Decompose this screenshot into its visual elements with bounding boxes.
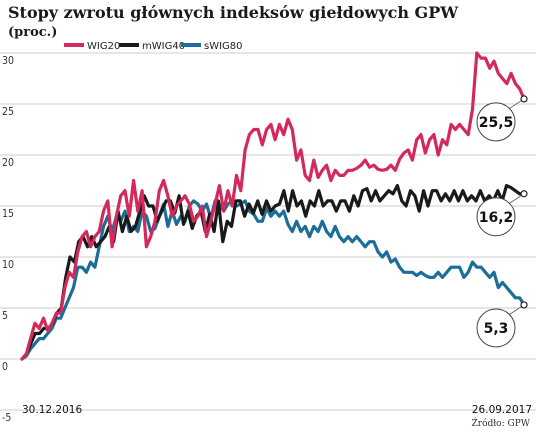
y-tick-label: 0 [2, 361, 8, 373]
legend-label-swig80: sWIG80 [204, 41, 243, 52]
y-tick-label: 10 [2, 259, 14, 271]
legend-label-wig20: WIG20 [87, 41, 120, 52]
series-lines [20, 51, 526, 361]
end-value-label: 16,2 [479, 210, 514, 226]
x-start-label: 30.12.2016 [22, 404, 82, 416]
y-tick-label: 15 [2, 208, 14, 220]
callout-circle [476, 102, 516, 142]
y-tick-label: 25 [2, 106, 14, 118]
y-axis-ticks: -5 0 5 10 15 20 25 30 [2, 55, 14, 424]
y-tick-label: -5 [2, 412, 11, 424]
y-tick-label: 5 [2, 310, 8, 322]
end-markers: 25,5 16,2 5,3 [476, 95, 528, 348]
source-note: Źródło: GPW [472, 417, 531, 429]
series-line-wig20 [20, 51, 526, 361]
x-end-label: 26.09.2017 [472, 404, 532, 416]
callout-circle [476, 308, 516, 348]
end-value-label: 5,3 [484, 321, 509, 337]
callout-circle [476, 197, 516, 237]
series-line-mwig40 [20, 184, 526, 361]
y-tick-label: 20 [2, 157, 14, 169]
legend: WIG20 mWIG40 sWIG80 [64, 41, 243, 52]
chart-subtitle: (proc.) [8, 25, 57, 40]
legend-label-mwig40: mWIG40 [142, 41, 185, 52]
series-line-swig80 [20, 199, 526, 361]
end-point [520, 190, 528, 198]
y-tick-label: 30 [2, 55, 14, 67]
chart-title: Stopy zwrotu głównych indeksów giełdowyc… [8, 3, 459, 22]
end-value-label: 25,5 [479, 115, 514, 131]
end-point [520, 301, 528, 309]
gridlines [0, 52, 536, 411]
end-point [520, 95, 528, 103]
